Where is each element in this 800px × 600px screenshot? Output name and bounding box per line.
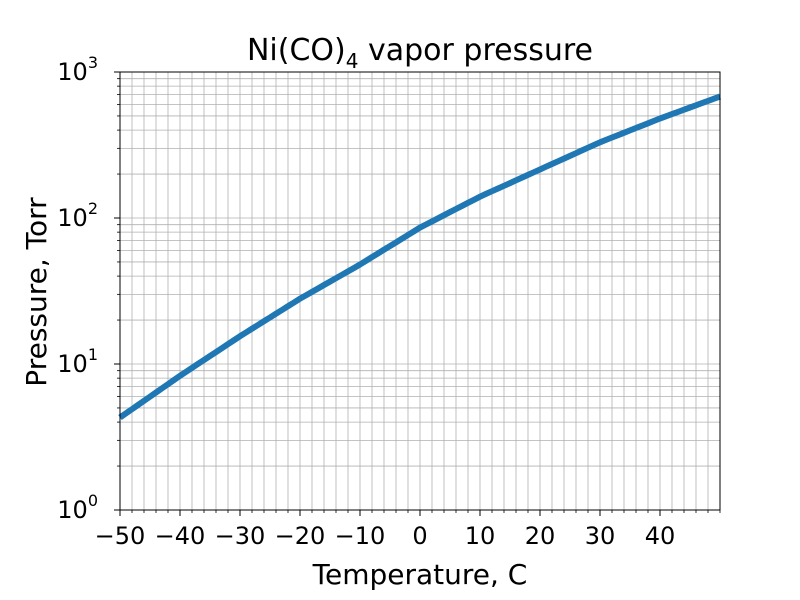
chart-title-main: Ni(CO) [247,33,346,68]
series-line [118,93,722,420]
x-tick-label: −10 [335,522,386,550]
chart-title-subscript: 4 [346,49,359,73]
chart-title-rest: vapor pressure [358,33,593,68]
y-tick-label: 100 [57,491,98,524]
x-tick-label: 30 [585,522,616,550]
y-tick-label: 102 [57,199,98,232]
plot-area [118,93,722,420]
x-tick-label: −50 [95,522,146,550]
x-tick-label: −20 [275,522,326,550]
y-axis-label: Pressure, Torr [20,197,53,387]
ticks: −50 −40 −30 −20 −10 0 10 20 30 40 100 101 102 103 [57,53,721,550]
x-tick-label: 20 [525,522,556,550]
x-tick-label: −40 [155,522,206,550]
chart-title: Ni(CO)4 vapor pressure [247,33,593,73]
x-tick-label: 10 [465,522,496,550]
y-tick-label: 101 [57,345,98,378]
x-axis-label: Temperature, C [312,558,528,591]
grid [119,72,721,511]
x-tick-label: −30 [215,522,266,550]
y-tick-label: 103 [57,53,98,86]
x-tick-label: 0 [412,522,427,550]
x-tick-label: 40 [645,522,676,550]
